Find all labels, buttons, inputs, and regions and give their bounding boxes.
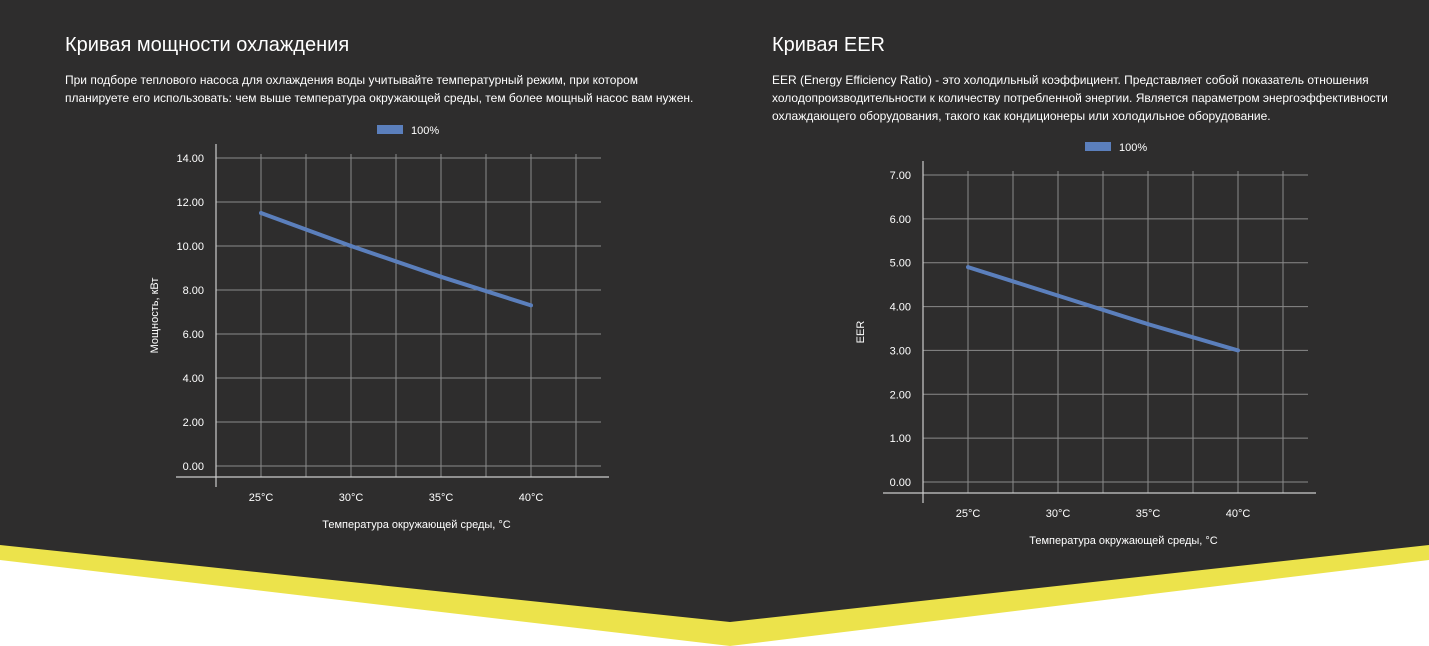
- y-tick-label: 8.00: [183, 285, 204, 297]
- y-tick-label: 6.00: [183, 329, 204, 341]
- y-tick-label: 10.00: [176, 241, 204, 253]
- cooling-curve-section: Кривая мощности охлаждения При подборе т…: [65, 33, 705, 107]
- x-tick-label: 30°C: [339, 492, 364, 504]
- eer-curve-section: Кривая EER EER (Energy Efficiency Ratio)…: [772, 33, 1392, 125]
- series-line: [967, 265, 1239, 353]
- y-axis-title: EER: [855, 321, 867, 344]
- legend-label: 100%: [411, 125, 439, 137]
- x-axis-title: Температура окружающей среды, °C: [322, 519, 511, 531]
- y-tick-label: 2.00: [890, 389, 911, 401]
- x-tick-label: 35°C: [429, 492, 454, 504]
- x-tick-label: 35°C: [1136, 508, 1161, 520]
- y-tick-label: 3.00: [890, 345, 911, 357]
- y-tick-label: 12.00: [176, 197, 204, 209]
- data-point: [439, 274, 443, 279]
- legend-swatch: [1085, 142, 1111, 151]
- data-point: [1236, 348, 1240, 353]
- cooling-power-chart: 0.00 2.00 4.00 6.00 8.00 10.00 12.00 14.00 25°C 3…: [149, 125, 609, 531]
- x-tick-label: 30°C: [1046, 508, 1071, 520]
- data-point: [1056, 293, 1060, 298]
- eer-curve-title: Кривая EER: [772, 34, 885, 56]
- x-axis-title: Температура окружающей среды, °C: [1029, 535, 1218, 547]
- y-tick-label: 0.00: [183, 461, 204, 473]
- x-tick-label: 40°C: [1226, 508, 1251, 520]
- y-tick-label: 2.00: [183, 417, 204, 429]
- legend-swatch: [377, 125, 403, 134]
- data-point: [966, 265, 970, 270]
- y-tick-label: 4.00: [890, 302, 911, 314]
- data-point: [1146, 322, 1150, 327]
- series-line: [260, 211, 532, 308]
- y-tick-label: 14.00: [176, 153, 204, 165]
- y-tick-label: 7.00: [890, 170, 911, 182]
- y-tick-label: 1.00: [890, 433, 911, 445]
- y-tick-label: 6.00: [890, 214, 911, 226]
- data-point: [529, 303, 533, 308]
- cooling-curve-description: При подборе теплового насоса для охлажде…: [65, 73, 694, 105]
- eer-chart: 0.00 1.00 2.00 3.00 4.00 5.00 6.00 7.00 25°C 30°C…: [855, 142, 1316, 547]
- data-point: [349, 244, 353, 248]
- legend-label: 100%: [1119, 142, 1147, 154]
- eer-curve-description: EER (Energy Efficiency Ratio) - это холо…: [772, 73, 1388, 123]
- x-tick-label: 40°C: [519, 492, 544, 504]
- x-tick-label: 25°C: [249, 492, 274, 504]
- y-tick-label: 5.00: [890, 258, 911, 270]
- x-tick-label: 25°C: [956, 508, 981, 520]
- y-tick-label: 0.00: [890, 477, 911, 489]
- y-tick-label: 4.00: [183, 373, 204, 385]
- cooling-curve-title: Кривая мощности охлаждения: [65, 34, 350, 56]
- y-axis-title: Мощность, кВт: [149, 278, 161, 354]
- data-point: [259, 211, 263, 215]
